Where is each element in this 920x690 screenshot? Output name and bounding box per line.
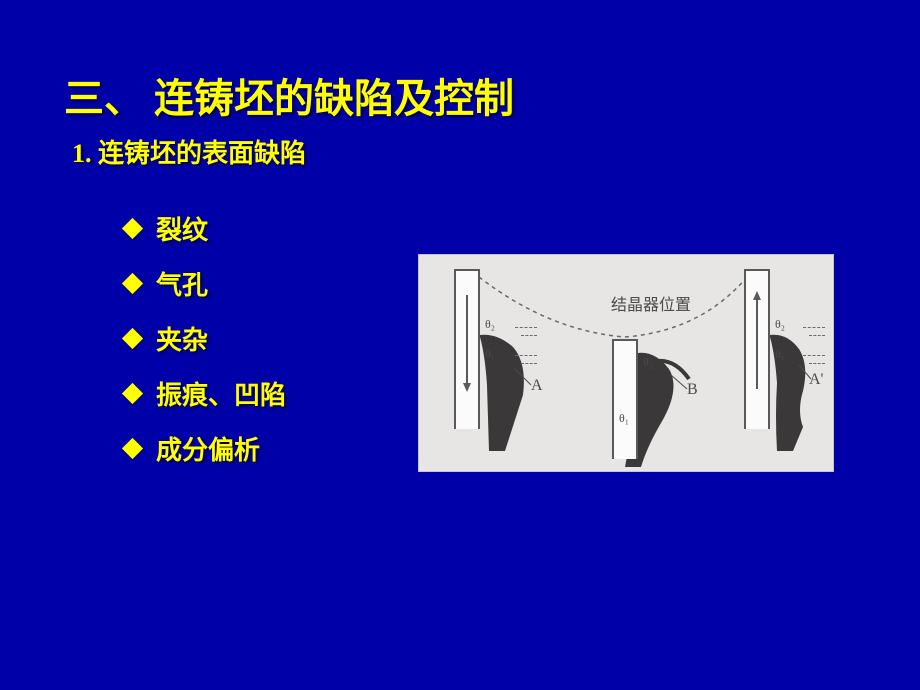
bullet-text: 振痕、凹陷 [156,375,286,412]
bullet-text: 气孔 [156,265,208,302]
bullet-text: 夹杂 [156,320,208,357]
list-item: 夹杂 [125,320,286,357]
bullet-icon [122,273,143,294]
bullet-icon [122,328,143,349]
list-item: 气孔 [125,265,286,302]
bullet-text: 裂纹 [156,210,208,247]
list-item: 成分偏析 [125,430,286,467]
list-item: 振痕、凹陷 [125,375,286,412]
bullet-text: 成分偏析 [156,430,260,467]
mold-diagram: 结晶器位置 θ₂ θ₁ θ₂ θ₁ θ₂ θ₁ A B A' [418,254,834,472]
bullet-list: 裂纹 气孔 夹杂 振痕、凹陷 成分偏析 [125,210,286,485]
lead-lines [419,255,835,473]
slide-title: 三、 连铸坯的缺陷及控制 [64,66,514,124]
bullet-icon [122,438,143,459]
list-item: 裂纹 [125,210,286,247]
slide-subtitle: 1. 连铸坯的表面缺陷 [72,133,306,170]
bullet-icon [122,218,143,239]
bullet-icon [122,383,143,404]
